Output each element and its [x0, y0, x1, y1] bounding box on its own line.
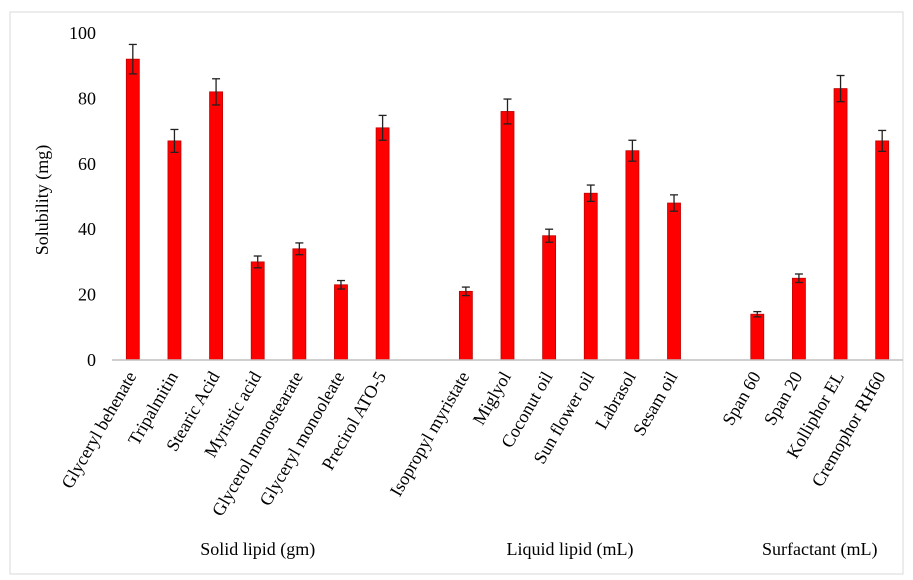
bar-14 — [667, 202, 681, 361]
bar-4 — [250, 261, 265, 361]
bar-16 — [750, 313, 765, 361]
y-tick-label: 20 — [78, 285, 96, 305]
y-axis-title: Solubility (mg) — [32, 145, 53, 256]
bar-2 — [167, 140, 182, 361]
y-tick-label: 100 — [69, 23, 96, 43]
bar-11 — [542, 235, 557, 361]
x-group-label: Liquid lipid (mL) — [506, 539, 633, 560]
bar-10 — [500, 111, 515, 361]
y-tick-label: 40 — [78, 219, 96, 239]
x-group-label: Solid lipid (gm) — [200, 539, 315, 560]
y-tick-label: 0 — [87, 350, 96, 370]
chart-frame — [9, 11, 904, 575]
y-tick-label: 80 — [78, 88, 96, 108]
bar-6 — [334, 284, 348, 361]
y-tick-label: 60 — [78, 154, 96, 174]
x-group-label: Surfactant (mL) — [762, 539, 877, 560]
bar-9 — [458, 290, 473, 361]
bar-3 — [209, 91, 223, 361]
bar-18 — [833, 88, 848, 361]
bar-17 — [792, 277, 806, 361]
bar-12 — [583, 192, 598, 361]
bar-19 — [875, 140, 890, 361]
bar-1 — [125, 58, 140, 361]
bar-13 — [625, 150, 640, 361]
bar-5 — [292, 248, 307, 361]
bar-7 — [375, 127, 390, 361]
